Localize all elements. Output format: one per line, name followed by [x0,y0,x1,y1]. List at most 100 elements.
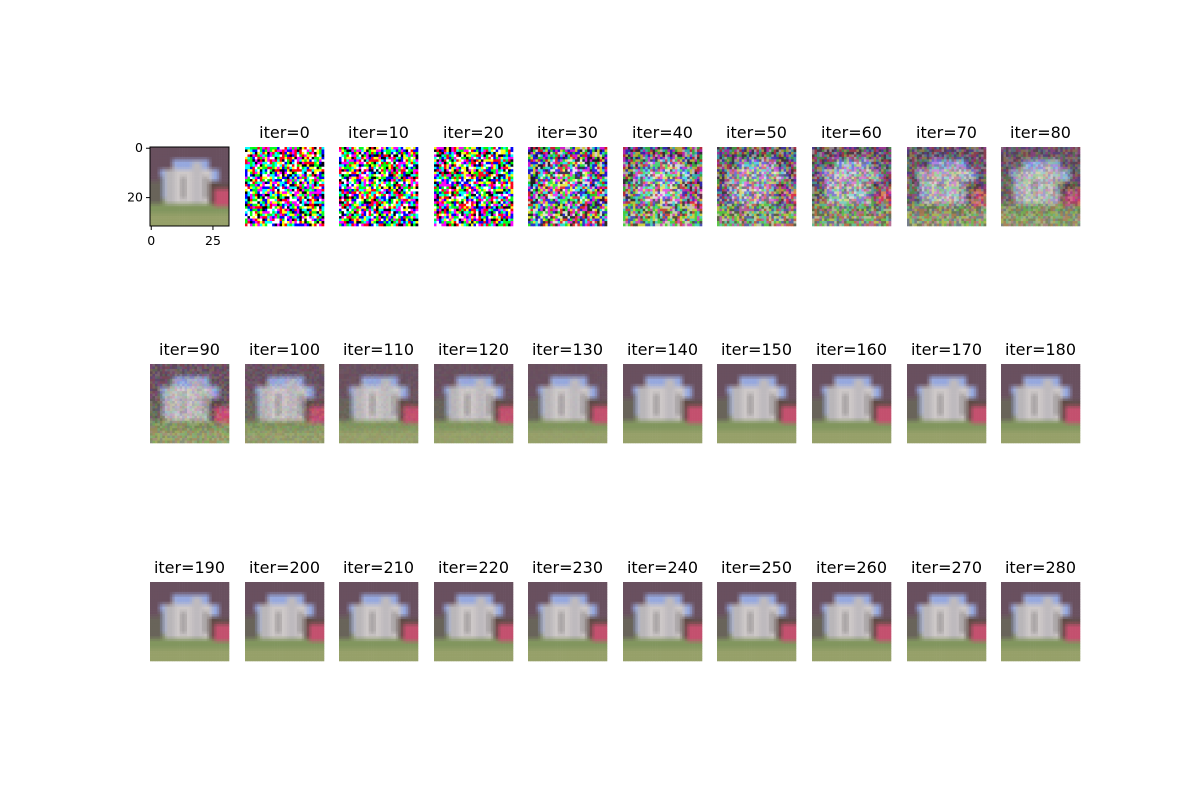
pixel [172,169,175,172]
pixel [170,187,173,190]
pixel [356,177,359,180]
pixel [199,209,202,212]
pixel [317,152,320,155]
pixel [187,149,190,152]
pixel [175,189,178,192]
pixel [493,154,496,157]
pixel [366,154,369,157]
pixel [481,169,484,172]
pixel [396,167,399,170]
pixel [275,187,278,190]
pixel [486,159,489,162]
pixel [307,152,310,155]
pixel [275,169,278,172]
pixel [299,214,302,217]
pixel [403,157,406,160]
pixel [162,189,165,192]
pixel [207,216,210,219]
pixel [444,164,447,167]
pixel [152,152,155,155]
pixel [464,167,467,170]
pixel [182,184,185,187]
pixel [299,162,302,165]
pixel [155,216,158,219]
pixel [204,149,207,152]
pixel [282,214,285,217]
pixel [257,179,260,182]
pixel [165,164,168,167]
pixel [349,154,352,157]
pixel [456,149,459,152]
pixel [403,189,406,192]
pixel [476,172,479,175]
pixel [354,219,357,222]
pixel [167,169,170,172]
pixel [501,162,504,165]
pixel [289,194,292,197]
pixel [491,162,494,165]
pixel [199,216,202,219]
pixel [207,157,210,160]
pixel [454,159,457,162]
pixel [491,149,494,152]
pixel [346,169,349,172]
pixel [199,167,202,170]
pixel [299,154,302,157]
pixel [255,216,258,219]
pixel [165,206,168,209]
pixel [456,177,459,180]
pixel [388,154,391,157]
pixel [247,194,250,197]
pixel [322,199,325,202]
pixel [260,157,263,160]
pixel [322,189,325,192]
pixel [302,162,305,165]
pixel [167,174,170,177]
pixel [446,177,449,180]
pixel [167,211,170,214]
pixel [444,169,447,172]
pixel [403,209,406,212]
pixel [369,191,372,194]
pixel [401,174,404,177]
pixel [386,184,389,187]
pixel [194,162,197,165]
pixel [275,191,278,194]
pixel [177,159,180,162]
pixel [187,167,190,170]
pixel [197,216,200,219]
pixel [277,211,280,214]
pixel [393,169,396,172]
pixel [180,172,183,175]
pixel [214,216,217,219]
pixel [157,174,160,177]
pixel [317,219,320,222]
pixel [202,211,205,214]
pixel [454,157,457,160]
pixel [349,194,352,197]
pixel [292,216,295,219]
pixel [439,149,442,152]
pixel [265,164,268,167]
pixel [182,209,185,212]
pixel [349,224,352,227]
pixel [361,157,364,160]
pixel [383,149,386,152]
pixel [406,167,409,170]
pixel [270,169,273,172]
pixel [224,167,227,170]
pixel [364,179,367,182]
pixel [265,184,268,187]
pixel [250,167,253,170]
pixel [374,201,377,204]
pixel [270,204,273,207]
pixel [255,147,258,150]
pixel [501,154,504,157]
pixel [282,157,285,160]
pixel [282,182,285,185]
pixel [214,179,217,182]
pixel [152,194,155,197]
pixel [369,152,372,155]
pixel [167,159,170,162]
pixel [309,147,312,150]
